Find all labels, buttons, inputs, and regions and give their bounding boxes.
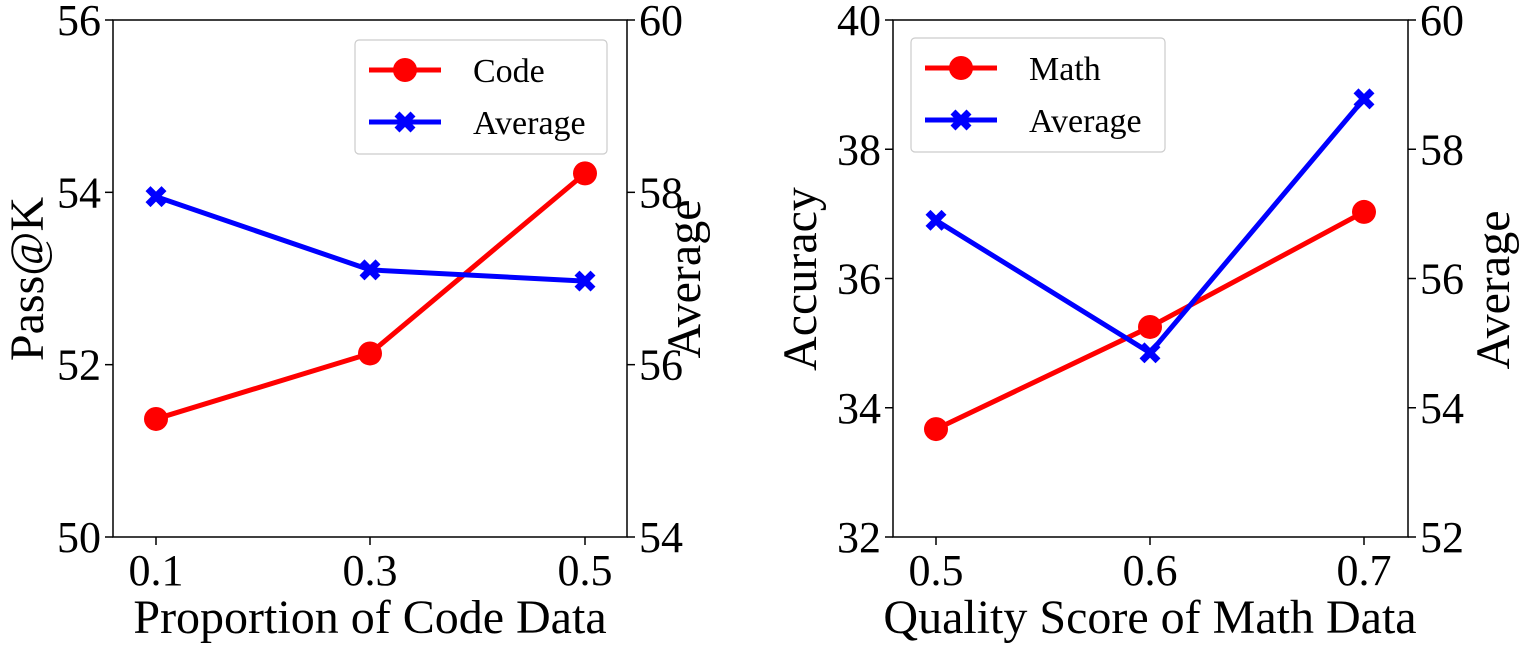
y-tick-label: 38 [837, 125, 881, 174]
x-tick-label: 0.1 [129, 546, 184, 595]
data-point [1352, 199, 1376, 224]
legend-entry-math: Math [925, 51, 1101, 88]
legend-marker [393, 58, 417, 82]
series-line [155, 171, 587, 422]
y-right-tick-label: 60 [639, 0, 683, 45]
x-axis-label: Proportion of Code Data [133, 591, 606, 644]
y-right-axis-label: Average [1467, 211, 1520, 370]
y-tick-label: 32 [837, 513, 881, 562]
y-axis-label: Pass@K [1, 197, 54, 362]
x-tick-label: 0.7 [1337, 546, 1392, 595]
legend-label: Average [473, 105, 586, 142]
data-point [358, 341, 382, 366]
y-right-tick-label: 58 [639, 168, 683, 217]
legend-marker [950, 109, 972, 131]
legend-marker [949, 56, 973, 80]
y-right-tick-label: 60 [1420, 0, 1464, 45]
x-tick-label: 0.3 [343, 546, 398, 595]
y-axis-label: Accuracy [774, 187, 827, 371]
series-code [144, 161, 597, 431]
series-math [924, 199, 1376, 442]
y-right-tick-label: 56 [639, 341, 683, 390]
legend: Code Average [354, 39, 608, 155]
y-right-tick-label: 54 [1420, 384, 1464, 433]
data-point [574, 270, 596, 292]
x-tick-label: 0.5 [558, 546, 613, 595]
y-right-tick-label: 54 [639, 513, 683, 562]
legend-label: Math [1029, 51, 1101, 88]
y-tick-label: 50 [57, 513, 101, 562]
legend: Math Average [910, 37, 1166, 153]
series-average [925, 88, 1375, 364]
y-right-tick-label: 58 [1420, 125, 1464, 174]
data-point [145, 186, 167, 208]
legend-label: Average [1029, 103, 1142, 140]
data-point [573, 161, 597, 186]
y-tick-label: 36 [837, 255, 881, 304]
legend-entry-average: Average [369, 105, 586, 142]
y-tick-label: 40 [837, 0, 881, 45]
data-point [1353, 88, 1375, 110]
y-tick-label: 52 [57, 341, 101, 390]
data-point [1138, 314, 1162, 339]
data-point [144, 406, 168, 431]
data-point [359, 259, 381, 281]
data-point [1139, 342, 1161, 364]
data-point [924, 417, 948, 442]
y-tick-label: 56 [57, 0, 101, 45]
x-tick-label: 0.6 [1123, 546, 1178, 595]
x-tick-label: 0.5 [909, 546, 964, 595]
y-right-tick-label: 56 [1420, 255, 1464, 304]
x-axis-label: Quality Score of Math Data [883, 591, 1416, 644]
y-tick-label: 54 [57, 168, 101, 217]
y-tick-label: 34 [837, 384, 881, 433]
legend-entry-average: Average [925, 103, 1142, 140]
legend-label: Code [473, 53, 545, 90]
series-average [145, 186, 596, 292]
y-right-tick-label: 52 [1420, 513, 1464, 562]
data-point [925, 209, 947, 231]
y-right-axis-label: Average [658, 200, 711, 359]
legend-entry-code: Code [369, 53, 545, 90]
legend-marker [394, 111, 416, 133]
